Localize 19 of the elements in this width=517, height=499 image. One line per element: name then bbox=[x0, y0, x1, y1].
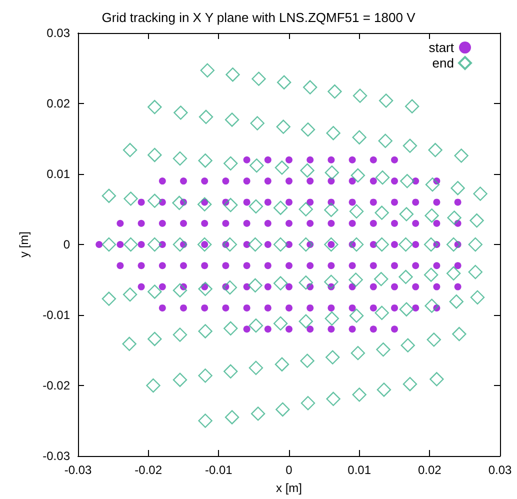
y-tick-label: 0.01 bbox=[46, 167, 70, 181]
legend-label: end bbox=[432, 56, 454, 70]
chart-title: Grid tracking in X Y plane with LNS.ZQMF51 = 1800 V bbox=[102, 10, 416, 25]
y-tick-label: 0.02 bbox=[46, 96, 70, 110]
x-tick-label: -0.02 bbox=[134, 463, 162, 477]
x-tick-label: 0.03 bbox=[488, 463, 512, 477]
x-tick-label: -0.01 bbox=[204, 463, 233, 477]
y-tick-label: -0.02 bbox=[42, 378, 70, 392]
x-tick-label: 0 bbox=[286, 463, 293, 477]
x-tick-label: -0.03 bbox=[64, 463, 92, 477]
y-tick-label: 0.03 bbox=[46, 26, 70, 40]
x-axis-title: x [m] bbox=[276, 481, 302, 495]
y-tick-label: -0.03 bbox=[42, 449, 70, 463]
y-axis-title: y [m] bbox=[17, 232, 31, 258]
y-tick-label: 0 bbox=[63, 238, 70, 252]
y-tick-label: -0.01 bbox=[42, 308, 70, 322]
legend-label: start bbox=[428, 40, 454, 55]
x-tick-label: 0.02 bbox=[418, 463, 442, 477]
x-tick-label: 0.01 bbox=[348, 463, 372, 477]
